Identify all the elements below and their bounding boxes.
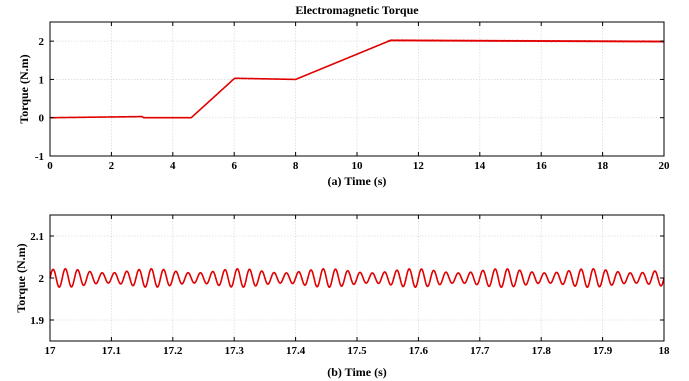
chart-b-x-tick-label: 18 <box>659 345 671 357</box>
chart-a-y-tick-label: -1 <box>35 151 44 163</box>
chart-a-x-axis-label: (a) Time (s) <box>328 174 387 188</box>
chart-b-y-tick-label: 2.1 <box>30 231 44 243</box>
chart-a-x-tick-label: 16 <box>536 160 548 172</box>
chart-a-x-tick-label: 14 <box>474 160 486 172</box>
chart-a-x-tick-label: 12 <box>413 160 425 172</box>
chart-b-x-tick-label: 17 <box>45 345 57 357</box>
chart-b-x-ticks: 17 17.1 17.2 17.3 17.4 17.5 17.6 17.7 17.8 17.9 18 <box>45 215 671 357</box>
chart-a-x-ticks: 0 2 4 6 8 10 12 14 16 18 20 <box>47 22 670 172</box>
chart-a-x-tick-label: 4 <box>170 160 176 172</box>
torque-chart-b: 17 17.1 17.2 17.3 17.4 17.5 17.6 17.7 17.8 17.9 18… <box>14 214 671 379</box>
chart-b-x-tick-label: 17.7 <box>470 345 490 357</box>
chart-a-x-tick-label: 2 <box>109 160 115 172</box>
chart-a-y-tick-label: 2 <box>39 36 45 48</box>
chart-b-x-tick-label: 17.4 <box>286 345 306 357</box>
chart-a-y-ticks: -1 0 1 2 <box>35 36 664 163</box>
chart-a-x-tick-label: 0 <box>47 160 53 172</box>
chart-a-y-tick-label: 1 <box>39 74 45 86</box>
chart-b-x-tick-label: 17.6 <box>409 345 429 357</box>
chart-a-y-tick-label: 0 <box>39 113 45 125</box>
chart-b-y-ticks: 1.9 2 2.1 <box>30 231 664 327</box>
chart-a-x-tick-label: 10 <box>352 160 364 172</box>
chart-a-x-tick-label: 8 <box>293 160 299 172</box>
chart-a-y-axis-label: Torque (N.m) <box>17 54 31 123</box>
chart-a-torque-line <box>49 39 665 119</box>
chart-b-x-tick-label: 17.1 <box>102 345 121 357</box>
chart-b-x-tick-label: 17.8 <box>532 345 552 357</box>
chart-b-x-tick-label: 17.5 <box>347 345 367 357</box>
chart-b-y-tick-label: 1.9 <box>30 315 44 327</box>
chart-b-x-axis-label: (b) Time (s) <box>327 365 387 379</box>
chart-b-y-axis-label: Torque (N.m) <box>14 243 28 312</box>
chart-b-x-tick-label: 17.2 <box>163 345 183 357</box>
chart-b-x-tick-label: 17.3 <box>225 345 245 357</box>
chart-a-title: Electromagnetic Torque <box>295 3 419 17</box>
chart-a-x-tick-label: 18 <box>597 160 609 172</box>
chart-b-y-tick-label: 2 <box>39 273 45 285</box>
chart-b-x-tick-label: 17.9 <box>593 345 613 357</box>
chart-a-x-tick-label: 6 <box>231 160 237 172</box>
chart-a-x-tick-label: 20 <box>659 160 671 172</box>
torque-chart-a: Electromagnetic Torque 0 2 4 6 8 10 12 14 16 18 20… <box>17 3 670 188</box>
chart-b-torque-line <box>49 267 665 289</box>
